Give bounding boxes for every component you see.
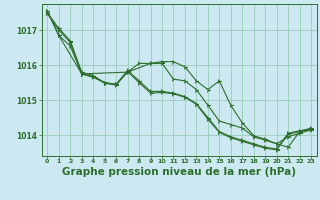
X-axis label: Graphe pression niveau de la mer (hPa): Graphe pression niveau de la mer (hPa) xyxy=(62,167,296,177)
